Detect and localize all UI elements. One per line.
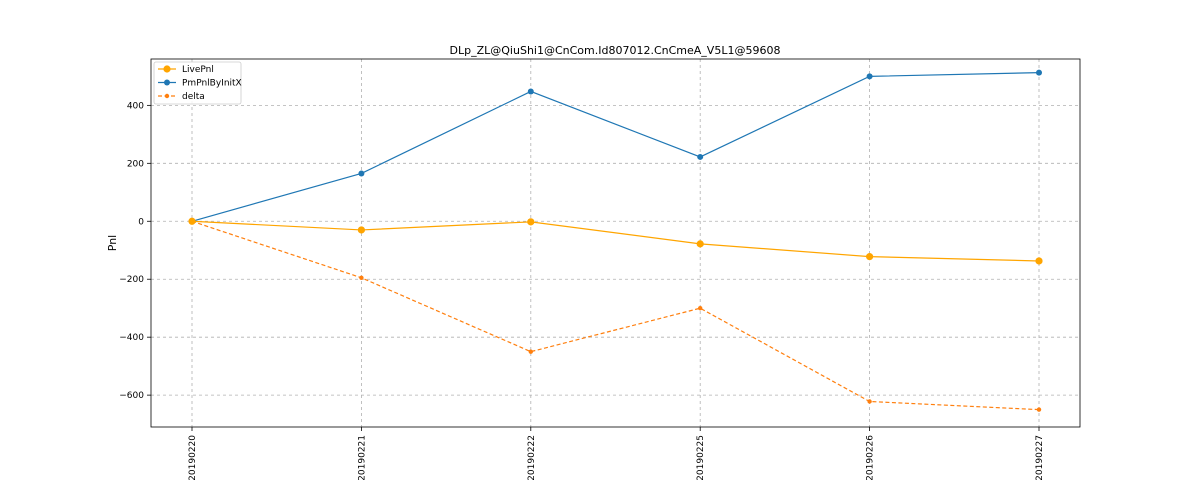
data-point [359,275,364,280]
legend-box [153,61,242,105]
y-tick-label: −600 [119,391,144,401]
data-point [696,240,704,248]
data-point [698,305,703,311]
series-layer [188,69,1043,412]
chart-title: DLp_ZL@QiuShi1@CnCom.Id807012.CnCmeA_V5L… [450,44,781,57]
y-tick-label: 400 [127,101,144,111]
legend-marker [164,79,170,86]
data-point [1036,69,1042,76]
data-point [188,217,196,225]
x-axis: 20190220 20190221 20190222 20190225 20190226… [188,427,1045,480]
series-LivePnl [188,217,1043,265]
grid [151,59,1080,427]
y-axis: −600 −400 −200 0 200 400 [119,101,151,401]
series-line [191,220,1040,262]
legend-marker [164,93,170,99]
data-point [1036,407,1042,412]
x-tick-label: 20190226 [866,435,876,480]
data-point [866,73,873,80]
data-point [358,170,365,177]
legend-marker [163,65,171,73]
data-point [866,253,874,261]
plot-frame [150,58,1081,428]
y-tick-label: −400 [119,333,144,343]
series-delta [189,219,1042,412]
y-tick-label: 0 [138,217,144,227]
y-tick-label: 200 [127,159,144,169]
legend-item: PmPnlByInitX [158,79,242,89]
legend-label: LivePnl [182,65,214,75]
x-tick-label: 20190227 [1035,435,1045,480]
data-point [357,226,365,234]
y-axis-label: Pnl [106,235,119,251]
data-point [527,218,535,226]
legend: LivePnl PmPnlByInitX delta [153,61,242,105]
series-PmPnlByInitX [189,69,1042,225]
legend-item: LivePnl [158,65,214,75]
x-tick-label: 20190221 [357,435,367,480]
legend-label: PmPnlByInitX [182,79,242,89]
x-tick-label: 20190225 [696,435,706,480]
data-point [528,349,533,354]
legend-label: delta [182,92,205,102]
series-line [191,72,1040,222]
data-point [527,88,534,95]
legend-item: delta [158,92,205,102]
x-tick-label: 20190222 [527,435,537,480]
data-point [697,153,704,160]
y-tick-label: −200 [119,275,144,285]
series-line [191,220,1040,411]
data-point [1035,257,1043,265]
x-tick-label: 20190220 [188,435,198,480]
data-point [867,399,872,404]
